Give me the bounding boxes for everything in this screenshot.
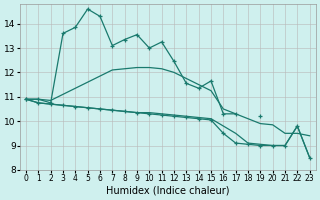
- X-axis label: Humidex (Indice chaleur): Humidex (Indice chaleur): [106, 186, 229, 196]
